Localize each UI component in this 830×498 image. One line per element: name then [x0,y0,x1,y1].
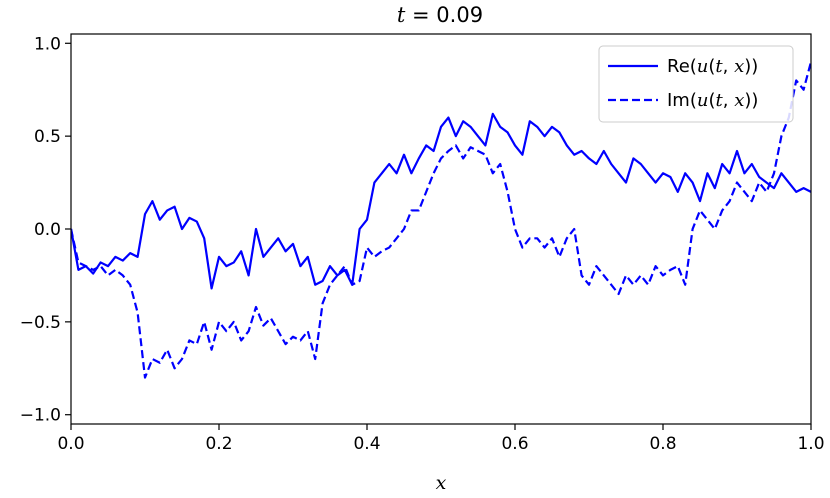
series-layer [71,61,811,379]
y-tick-label: 1.0 [34,34,61,54]
im-series-line [71,61,811,379]
x-axis-label: x [436,472,447,494]
legend: Re(u(t, x)) Im(u(t, x)) [598,45,794,123]
x-tick-label: 0.6 [501,434,528,454]
re-series-line [71,112,811,290]
y-tick-label: −1.0 [20,406,61,426]
legend-label: Re(u(t, x)) [667,56,758,77]
x-tick-label: 0.0 [57,434,84,454]
x-tick-label: 0.4 [353,434,380,454]
legend-label: Im(u(t, x)) [667,90,758,111]
x-tick-label: 0.2 [205,434,232,454]
y-tick-label: −0.5 [20,313,61,333]
y-tick-label: 0.5 [34,127,61,147]
x-tick-label: 1.0 [797,434,824,454]
x-tick-label: 0.8 [649,434,676,454]
y-tick-label: 0.0 [34,220,61,240]
ticks-layer: 0.0 0.2 0.4 0.6 0.8 1.0 −1.0 −0.5 0.0 0.5 1.0 [20,34,825,454]
chart-title: t = 0.09 [397,3,483,27]
